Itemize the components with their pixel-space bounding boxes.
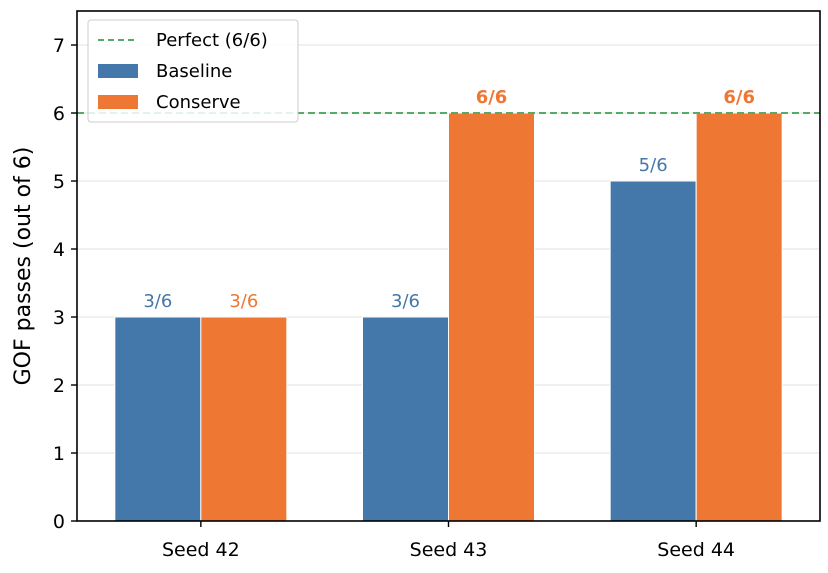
y-tick-label: 0 (53, 511, 65, 533)
legend-box (87, 19, 299, 123)
y-axis-title: GOF passes (out of 6) (11, 147, 36, 386)
data-label-baseline-2: 5/6 (639, 155, 668, 176)
x-tick-label: Seed 43 (410, 539, 488, 561)
bars (114, 112, 783, 522)
legend-swatch-conserve (98, 95, 138, 109)
y-tick-label: 4 (53, 239, 65, 261)
bar-conserve-0 (200, 316, 288, 522)
data-label-conserve-0: 3/6 (229, 291, 258, 312)
bar-conserve-2 (695, 112, 783, 522)
legend-label-reference: Perfect (6/6) (156, 30, 268, 51)
y-tick-label: 6 (53, 103, 65, 125)
y-tick-label: 2 (53, 375, 65, 397)
bar-conserve-1 (448, 112, 535, 522)
x-tick-label: Seed 42 (162, 539, 240, 561)
legend-label-conserve: Conserve (156, 92, 241, 113)
y-tick-label: 7 (53, 35, 65, 57)
bar-baseline-0 (114, 316, 202, 522)
data-label-conserve-2: 6/6 (723, 87, 755, 108)
legend-swatch-baseline (98, 64, 138, 78)
data-labels: 3/6 3/6 5/6 3/6 6/6 6/6 (143, 87, 755, 312)
legend-label-baseline: Baseline (156, 61, 232, 82)
data-label-conserve-1: 6/6 (476, 87, 508, 108)
data-label-baseline-1: 3/6 (391, 291, 420, 312)
data-label-baseline-0: 3/6 (143, 291, 172, 312)
bar-baseline-2 (609, 180, 697, 522)
y-tick-label: 3 (53, 307, 65, 329)
x-tick-label: Seed 44 (657, 539, 735, 561)
axes: 0 1 2 3 4 5 6 7 Seed 42 Seed 43 Seed 44 (53, 10, 821, 561)
y-tick-label: 1 (53, 443, 65, 465)
y-tick-label: 5 (53, 171, 65, 193)
bar-baseline-1 (362, 316, 449, 522)
legend: Perfect (6/6) Baseline Conserve (87, 19, 299, 123)
